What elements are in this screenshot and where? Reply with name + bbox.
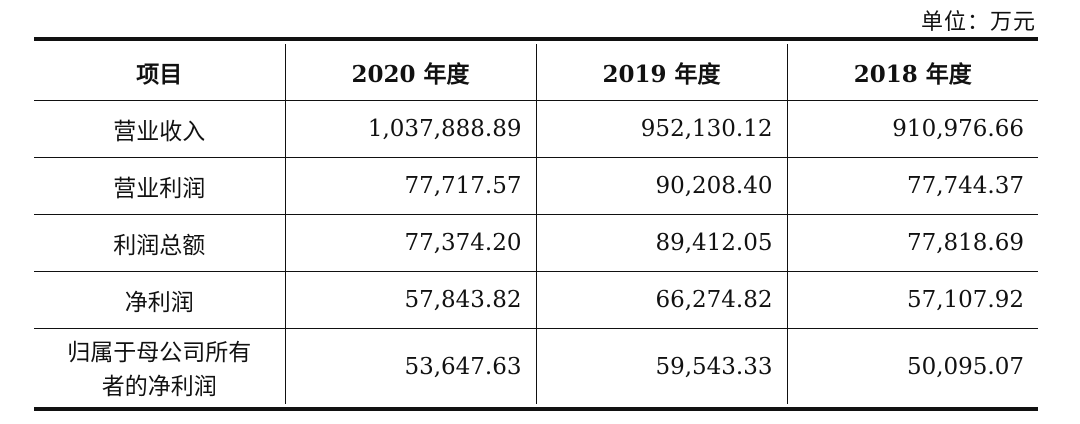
table-row: 营业收入 1,037,888.89 952,130.12 910,976.66	[34, 100, 1038, 158]
header-2018: 2018 年度	[786, 44, 1038, 101]
financial-table: 项目 2020 年度 2019 年度 2018 年度 营业收入 1,037,88…	[34, 44, 1038, 404]
table-row: 净利润 57,843.82 66,274.82 57,107.92	[34, 271, 1038, 329]
row-label: 归属于母公司所有 者的净利润	[34, 328, 286, 404]
financial-table-container: 项目 2020 年度 2019 年度 2018 年度 营业收入 1,037,88…	[34, 37, 1038, 411]
value-2018: 77,818.69	[786, 214, 1038, 272]
row-label: 净利润	[34, 271, 286, 329]
row-label-line: 者的净利润	[101, 373, 217, 400]
row-label: 营业收入	[34, 100, 286, 158]
unit-label: 单位：万元	[920, 10, 1036, 35]
value-2020: 77,374.20	[284, 214, 537, 272]
value-2019: 89,412.05	[535, 214, 788, 272]
header-row: 项目 2020 年度 2019 年度 2018 年度	[34, 44, 1038, 101]
table-row: 利润总额 77,374.20 89,412.05 77,818.69	[34, 214, 1038, 272]
value-2019: 952,130.12	[535, 100, 788, 158]
header-2019: 2019 年度	[535, 44, 788, 101]
value-2020: 1,037,888.89	[284, 100, 537, 158]
table-bottom-rule	[34, 407, 1038, 411]
value-2020: 77,717.57	[284, 157, 537, 215]
table-top-rule	[34, 37, 1038, 41]
value-2020: 53,647.63	[284, 328, 537, 404]
value-2020: 57,843.82	[284, 271, 537, 329]
row-label: 利润总额	[34, 214, 286, 272]
header-2020: 2020 年度	[284, 44, 537, 101]
value-2018: 57,107.92	[786, 271, 1038, 329]
value-2018: 910,976.66	[786, 100, 1038, 158]
row-label: 营业利润	[34, 157, 286, 215]
table-row: 营业利润 77,717.57 90,208.40 77,744.37	[34, 157, 1038, 215]
value-2018: 50,095.07	[786, 328, 1038, 404]
value-2019: 59,543.33	[535, 328, 788, 404]
row-label-line: 归属于母公司所有	[67, 339, 252, 366]
table-row: 归属于母公司所有 者的净利润 53,647.63 59,543.33 50,09…	[34, 328, 1038, 404]
header-item: 项目	[34, 44, 286, 101]
value-2019: 90,208.40	[535, 157, 788, 215]
value-2019: 66,274.82	[535, 271, 788, 329]
value-2018: 77,744.37	[786, 157, 1038, 215]
